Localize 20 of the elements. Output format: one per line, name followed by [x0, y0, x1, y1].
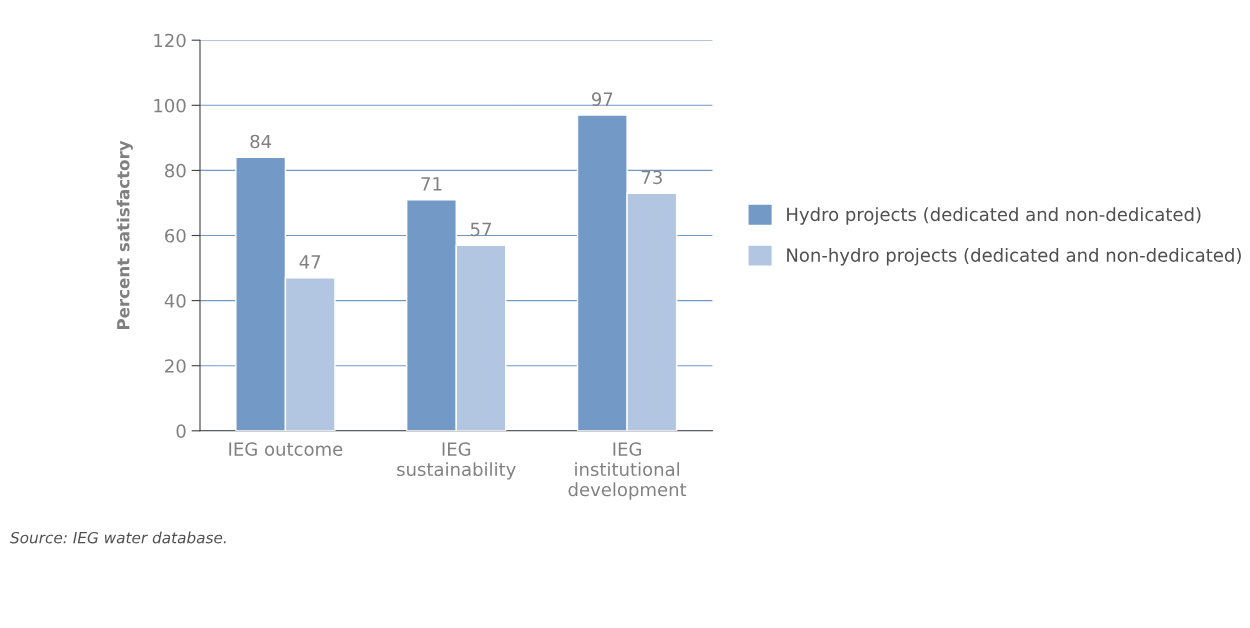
- y-tick-label: 60: [165, 228, 186, 243]
- x-tick-label: IEG institutional development: [568, 442, 687, 500]
- y-tick-label: 80: [165, 163, 186, 178]
- legend-label: Non-hydro projects (dedicated and non-dedicated): [787, 247, 1241, 266]
- y-tick-label: 120: [154, 33, 186, 48]
- data-label: 47: [299, 255, 321, 269]
- data-label: 71: [421, 177, 442, 191]
- data-label: 84: [250, 134, 272, 149]
- y-tick-label: 40: [164, 294, 186, 308]
- data-label: 73: [641, 170, 662, 185]
- y-tick-label: 100: [154, 98, 186, 113]
- x-tick-label: IEG sustainability: [397, 442, 516, 480]
- y-tick-label: 0: [176, 424, 186, 438]
- y-axis-title: Percent satisfactory: [116, 140, 133, 330]
- legend-label: Hydro projects (dedicated and non-dedicated): [787, 207, 1201, 225]
- x-tick-label: IEG outcome: [229, 442, 343, 456]
- data-label: 57: [470, 222, 491, 237]
- data-label: 97: [591, 92, 613, 107]
- y-tick-label: 20: [165, 359, 186, 373]
- source-note: Source: IEG water database.: [10, 531, 226, 544]
